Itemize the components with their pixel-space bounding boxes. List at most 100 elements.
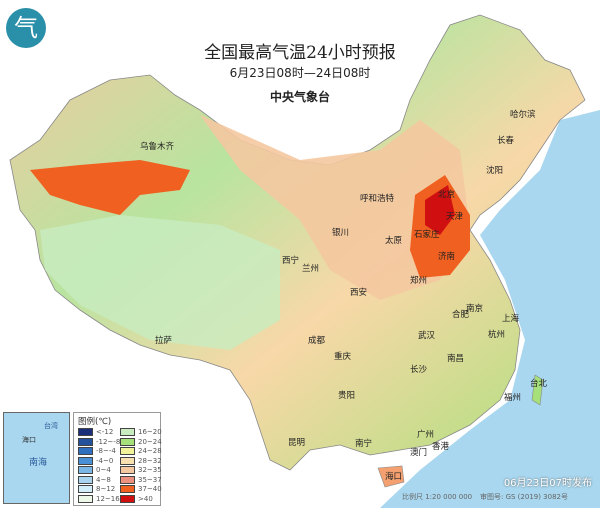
city-label: 广州 (417, 430, 435, 440)
city-label: 武汉 (418, 331, 436, 341)
inset-label: 海口 (22, 436, 36, 444)
inset-label: 南海 (29, 458, 48, 468)
agency-name: 中央气象台 (269, 90, 330, 104)
legend-swatch (78, 466, 93, 474)
city-label: 济南 (438, 252, 456, 262)
legend-swatch (120, 475, 135, 484)
city-label: 南京 (466, 304, 484, 314)
inset-label: 台湾 (44, 422, 58, 430)
legend-title: 图例(℃) (78, 417, 112, 427)
forecast-period: 6月23日08时—24日08时 (229, 66, 371, 80)
legend-item: 12~16 (78, 494, 120, 503)
legend-item: -12~-8 (78, 437, 121, 446)
legend-label: -8~-4 (96, 447, 116, 455)
legend-swatch (78, 494, 93, 503)
legend-swatch (78, 428, 93, 436)
hainan (377, 465, 405, 488)
city-label: 沈阳 (486, 166, 504, 176)
legend-item: >40 (120, 494, 153, 503)
city-label: 哈尔滨 (510, 110, 536, 120)
city-label: 重庆 (334, 352, 352, 362)
legend-label: 4~8 (96, 475, 111, 484)
city-label: 西安 (350, 288, 368, 298)
legend-item: 24~28 (120, 447, 162, 455)
north-warm-region (200, 115, 470, 300)
city-label: 西宁 (282, 256, 300, 266)
tibet-cool-region (40, 215, 280, 350)
legend-swatch (78, 437, 93, 446)
city-label: 银川 (332, 228, 350, 238)
legend-label: 12~16 (96, 494, 120, 503)
legend-item: 37~40 (120, 485, 162, 493)
legend-item: 35~37 (120, 475, 162, 484)
legend-swatch (78, 475, 93, 484)
legend: 图例(℃) <-12 -12~-8 -8~-4 -4~0 0~4 4~8 8~12 12~16… (73, 412, 162, 506)
legend-label: 28~32 (138, 456, 162, 465)
legend-label: 20~24 (138, 437, 162, 446)
city-label: 昆明 (288, 438, 306, 448)
approval-number: 审图号: GS (2019) 3082号 (480, 493, 568, 501)
city-label: 天津 (446, 212, 464, 222)
city-label: 贵阳 (338, 391, 356, 401)
city-label: 北京 (438, 190, 456, 200)
legend-label: 37~40 (138, 485, 162, 493)
legend-item: 28~32 (120, 456, 162, 465)
legend-swatch (78, 456, 93, 465)
legend-item: <-12 (78, 428, 113, 436)
cma-logo: 气 (6, 8, 46, 48)
legend-swatch (120, 456, 135, 465)
legend-label: 16~20 (138, 428, 162, 436)
sea (380, 110, 600, 508)
issue-time: 06月23日07时发布 (503, 478, 592, 489)
legend-swatch (120, 485, 135, 493)
city-label: 兰州 (302, 264, 320, 274)
legend-swatch (120, 437, 135, 446)
city-label: 香港 (432, 442, 450, 452)
legend-swatch (78, 447, 93, 455)
legend-item: -4~0 (78, 456, 114, 465)
legend-label: >40 (138, 494, 153, 503)
city-label: 长春 (497, 136, 515, 146)
legend-swatch (120, 466, 135, 474)
legend-label: <-12 (96, 428, 114, 436)
legend-swatch (120, 428, 135, 436)
legend-swatch (78, 485, 93, 493)
city-label: 海口 (385, 472, 403, 482)
legend-item: -8~-4 (78, 447, 116, 455)
legend-label: -4~0 (96, 456, 114, 465)
legend-label: 8~12 (96, 485, 116, 493)
city-label: 杭州 (488, 330, 506, 340)
city-label: 南昌 (447, 354, 465, 364)
legend-label: 0~4 (96, 466, 111, 474)
city-label: 呼和浩特 (360, 194, 395, 204)
city-label: 南宁 (355, 439, 373, 449)
city-label: 太原 (385, 236, 403, 246)
xinjiang-hot-zone (30, 160, 190, 215)
legend-item: 32~35 (120, 466, 162, 474)
map-title: 全国最高气温24小时预报 (204, 43, 396, 63)
city-label: 台北 (530, 379, 548, 389)
city-label: 澳门 (410, 448, 428, 458)
city-label: 长沙 (410, 365, 428, 375)
legend-label: 35~37 (138, 475, 162, 484)
south-china-sea-inset: 台湾 南海 海口 (3, 412, 70, 504)
legend-item: 16~20 (120, 428, 162, 436)
legend-label: 32~35 (138, 466, 162, 474)
map-scale: 比例尺 1:20 000 000 (402, 493, 473, 501)
legend-swatch (120, 447, 135, 455)
legend-item: 20~24 (120, 437, 162, 446)
legend-item: 8~12 (78, 485, 115, 493)
city-label: 郑州 (410, 276, 428, 286)
taiwan (531, 374, 544, 406)
city-label: 乌鲁木齐 (140, 142, 175, 152)
beijing-extreme-zone (425, 185, 455, 235)
city-label: 成都 (308, 336, 326, 346)
legend-item: 0~4 (78, 466, 111, 474)
city-label: 拉萨 (155, 336, 173, 346)
city-label: 上海 (502, 314, 520, 324)
city-label: 石家庄 (414, 230, 440, 240)
city-label: 福州 (504, 393, 522, 403)
legend-label: -12~-8 (96, 437, 121, 446)
